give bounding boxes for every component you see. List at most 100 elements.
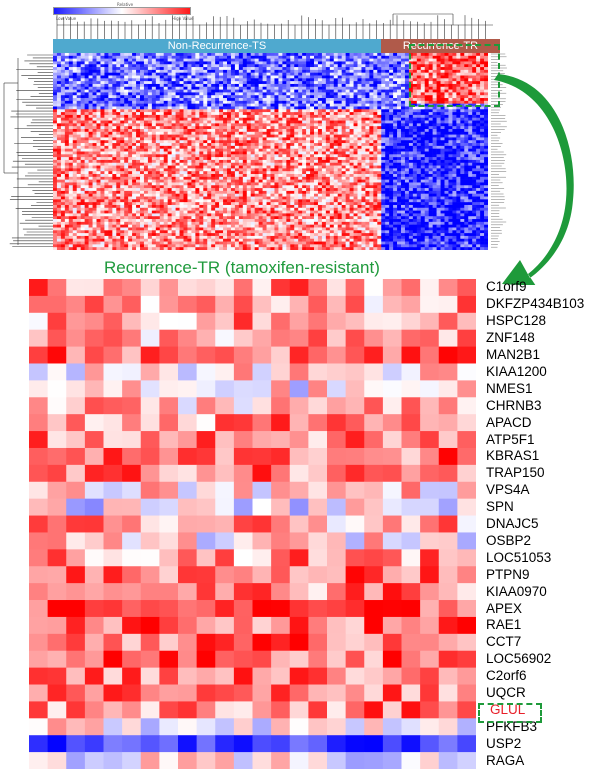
heatmap-cell bbox=[420, 363, 440, 381]
heatmap-cell bbox=[122, 718, 142, 736]
heatmap-cell bbox=[308, 532, 328, 550]
heatmap-cell bbox=[178, 464, 198, 483]
heatmap-cell bbox=[345, 363, 365, 381]
heatmap-cell bbox=[233, 549, 253, 567]
heatmap-cell bbox=[382, 718, 402, 736]
heatmap-cell bbox=[457, 414, 476, 432]
heatmap-cell bbox=[289, 464, 309, 483]
heatmap-cell bbox=[122, 414, 142, 432]
heatmap-cell bbox=[438, 312, 458, 331]
heatmap-cell bbox=[215, 515, 235, 533]
heatmap-cell bbox=[327, 312, 347, 331]
heatmap-cell bbox=[159, 295, 179, 314]
heatmap-cell bbox=[159, 718, 179, 736]
heatmap-cell bbox=[140, 633, 160, 652]
heatmap-cell bbox=[159, 498, 179, 516]
heatmap-cell bbox=[140, 346, 160, 364]
heatmap-cell bbox=[47, 633, 67, 652]
heatmap-cell bbox=[420, 549, 440, 567]
heatmap-cell bbox=[159, 515, 179, 533]
heatmap-cell bbox=[66, 583, 86, 601]
row-dendrogram bbox=[3, 54, 53, 248]
heatmap-cell bbox=[140, 701, 160, 719]
heatmap-cell bbox=[382, 498, 402, 516]
heatmap-cell bbox=[252, 718, 272, 736]
heatmap-cell bbox=[289, 447, 309, 466]
heatmap-cell bbox=[215, 397, 235, 415]
heatmap-cell bbox=[159, 481, 179, 500]
heatmap-cell bbox=[289, 397, 309, 415]
heatmap-cell bbox=[271, 346, 291, 364]
heatmap-cell bbox=[29, 600, 49, 618]
heatmap-cell bbox=[47, 616, 67, 635]
heatmap-cell bbox=[364, 498, 384, 516]
heatmap-cell bbox=[84, 616, 104, 635]
gene-label-raga: RAGA bbox=[486, 752, 525, 768]
heatmap-cell bbox=[364, 667, 384, 685]
heatmap-cell bbox=[438, 397, 458, 415]
heatmap-cell bbox=[159, 414, 179, 432]
heatmap-cell bbox=[178, 684, 198, 702]
heatmap-cell bbox=[159, 532, 179, 550]
heatmap-cell bbox=[66, 498, 86, 516]
heatmap-cell bbox=[215, 464, 235, 483]
heatmap-cell bbox=[420, 566, 440, 584]
heatmap-cell bbox=[327, 532, 347, 550]
heatmap-cell bbox=[438, 667, 458, 685]
gene-label-apacd: APACD bbox=[486, 414, 532, 430]
heatmap-cell bbox=[47, 667, 67, 685]
heatmap-cell bbox=[327, 414, 347, 432]
heatmap-cell bbox=[457, 532, 476, 550]
heatmap-cell bbox=[289, 752, 309, 769]
heatmap-cell bbox=[438, 735, 458, 753]
heatmap-cell bbox=[438, 701, 458, 719]
heatmap-cell bbox=[122, 447, 142, 466]
heatmap-cell bbox=[140, 431, 160, 449]
heatmap-cell bbox=[438, 684, 458, 702]
heatmap-cell bbox=[159, 346, 179, 364]
heatmap-cell bbox=[420, 515, 440, 533]
heatmap-cell bbox=[122, 329, 142, 347]
heatmap-cell bbox=[252, 329, 272, 347]
heatmap-cell bbox=[103, 515, 123, 533]
heatmap-cell bbox=[271, 532, 291, 550]
heatmap-cell bbox=[215, 600, 235, 618]
heatmap-cell bbox=[289, 279, 309, 297]
heatmap-cell bbox=[66, 735, 86, 753]
heatmap-cell bbox=[420, 279, 440, 297]
heatmap-cell bbox=[29, 718, 49, 736]
heatmap-cell bbox=[457, 279, 476, 297]
heatmap-cell bbox=[84, 363, 104, 381]
heatmap-cell bbox=[271, 397, 291, 415]
heatmap-cell bbox=[308, 718, 328, 736]
heatmap-cell bbox=[140, 684, 160, 702]
heatmap-cell bbox=[252, 447, 272, 466]
heatmap-cell bbox=[289, 718, 309, 736]
heatmap-cell bbox=[327, 616, 347, 635]
heatmap-cell bbox=[140, 414, 160, 432]
heatmap-cell bbox=[345, 752, 365, 769]
gene-label-dnajc5: DNAJC5 bbox=[486, 516, 539, 531]
heatmap-cell bbox=[327, 279, 347, 297]
heatmap-cell bbox=[122, 363, 142, 381]
heatmap-cell bbox=[233, 752, 253, 769]
heatmap-cell bbox=[159, 549, 179, 567]
gene-label-cct7: CCT7 bbox=[486, 634, 522, 650]
heatmap-cell bbox=[140, 566, 160, 584]
heatmap-cell bbox=[457, 583, 476, 601]
heatmap-cell bbox=[289, 498, 309, 516]
heatmap-cell bbox=[308, 346, 328, 364]
heatmap-cell bbox=[271, 498, 291, 516]
heatmap-cell bbox=[420, 701, 440, 719]
heatmap-cell bbox=[401, 616, 421, 635]
heatmap-cell bbox=[103, 295, 123, 314]
heatmap-cell bbox=[327, 397, 347, 415]
heatmap-cell bbox=[233, 633, 253, 652]
heatmap-cell bbox=[364, 566, 384, 584]
heatmap-cell bbox=[84, 667, 104, 685]
color-scale-legend bbox=[53, 7, 191, 15]
heatmap-cell bbox=[84, 431, 104, 449]
heatmap-cell bbox=[29, 684, 49, 702]
heatmap-cell bbox=[345, 481, 365, 500]
heatmap-cell bbox=[345, 464, 365, 483]
